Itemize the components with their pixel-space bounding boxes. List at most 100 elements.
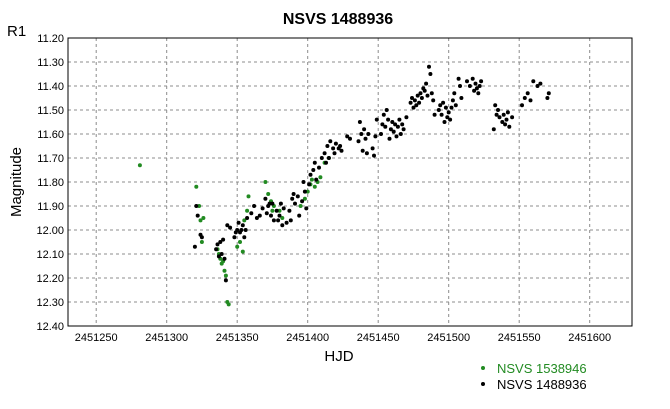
data-point	[373, 134, 378, 139]
x-tick-label: 2451450	[357, 332, 400, 344]
data-point	[278, 201, 283, 206]
data-point	[453, 103, 458, 108]
data-point	[397, 117, 402, 122]
data-point	[197, 204, 202, 208]
data-point	[302, 189, 307, 194]
chart-title: NSVS 1488936	[283, 11, 393, 28]
data-point	[438, 103, 443, 108]
data-point	[493, 103, 498, 108]
data-point	[477, 84, 482, 88]
series-0	[137, 156, 331, 307]
data-point	[473, 81, 478, 86]
data-point	[305, 189, 310, 194]
data-point	[380, 122, 385, 127]
y-tick-label: 11.70	[37, 153, 64, 165]
data-point	[525, 91, 530, 96]
y-tick-label: 11.50	[37, 105, 64, 117]
data-points	[137, 64, 551, 307]
x-tick-label: 2451250	[75, 332, 118, 344]
data-point	[345, 134, 350, 139]
data-point	[325, 144, 330, 148]
data-point	[216, 254, 221, 259]
data-point	[360, 148, 365, 153]
data-point	[388, 127, 393, 132]
data-point	[199, 240, 204, 244]
data-point	[456, 76, 461, 81]
data-point	[408, 100, 413, 105]
data-point	[326, 156, 331, 160]
plot-frame	[67, 37, 633, 327]
data-point	[240, 249, 245, 254]
band-label: R1	[7, 23, 26, 40]
data-point	[390, 120, 395, 124]
data-point	[496, 108, 500, 112]
data-point	[242, 218, 247, 223]
data-point	[391, 129, 396, 134]
data-point	[333, 141, 338, 146]
data-point	[276, 218, 281, 223]
data-point	[491, 127, 496, 132]
data-point	[417, 100, 422, 105]
data-point	[401, 127, 406, 132]
data-point	[528, 98, 533, 103]
data-point	[425, 93, 430, 98]
data-point	[240, 223, 245, 228]
data-point	[297, 213, 302, 218]
legend-entry: NSVS 1488936	[497, 377, 587, 392]
x-tick-label: 2451600	[568, 332, 611, 344]
data-point	[439, 112, 444, 117]
data-point	[432, 112, 437, 117]
y-tick-label: 12.20	[36, 273, 64, 285]
data-point	[284, 220, 289, 225]
data-point	[446, 110, 451, 115]
data-point	[290, 196, 295, 201]
data-point	[459, 96, 464, 100]
y-tick-label: 11.80	[37, 177, 64, 189]
data-point	[418, 91, 423, 96]
data-point	[383, 124, 388, 129]
data-point	[472, 88, 477, 93]
data-point	[223, 278, 228, 283]
x-tick-label: 2451550	[498, 332, 541, 344]
data-point	[260, 206, 265, 211]
data-point	[311, 168, 316, 172]
data-point	[319, 156, 324, 160]
data-point	[387, 136, 392, 141]
data-point	[404, 115, 409, 120]
y-tick-label: 11.20	[37, 33, 64, 45]
data-point	[331, 146, 336, 151]
data-point	[400, 122, 405, 127]
data-point	[357, 120, 362, 124]
data-point	[531, 79, 536, 84]
data-point	[252, 204, 257, 208]
data-point	[510, 115, 515, 120]
data-point	[287, 208, 292, 213]
data-point	[257, 213, 262, 218]
data-point	[452, 91, 457, 96]
data-point	[222, 256, 227, 261]
data-point	[445, 115, 450, 120]
data-point	[267, 201, 272, 206]
data-point	[384, 108, 389, 112]
data-point	[362, 127, 367, 132]
data-point	[414, 103, 419, 108]
data-point	[225, 223, 230, 228]
data-point	[520, 103, 524, 108]
data-point	[393, 122, 398, 127]
data-point	[501, 112, 506, 117]
data-point	[301, 180, 306, 184]
data-point	[427, 64, 431, 69]
data-point	[339, 148, 344, 153]
data-point	[364, 151, 369, 156]
data-point	[419, 96, 424, 100]
data-point	[249, 211, 254, 216]
data-point	[412, 98, 417, 103]
data-point	[293, 201, 297, 206]
data-point	[291, 192, 296, 196]
data-point	[218, 240, 223, 244]
data-point	[199, 235, 204, 240]
y-tick-label: 11.60	[37, 129, 64, 141]
data-point	[300, 199, 305, 204]
data-point	[307, 182, 312, 187]
data-point	[394, 134, 399, 139]
